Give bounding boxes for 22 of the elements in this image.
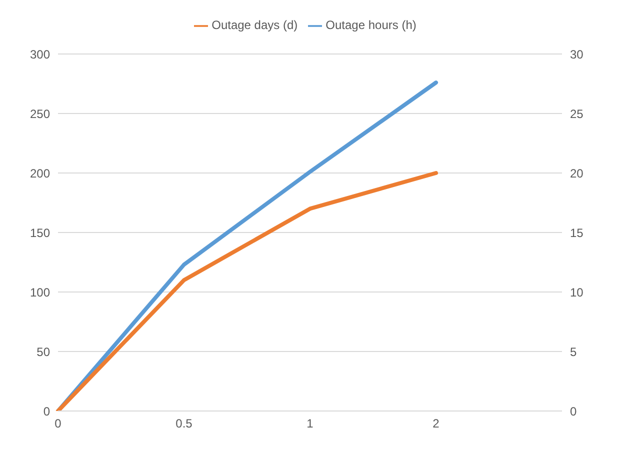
y2-tick-label: 15 — [570, 226, 584, 240]
x-tick-label: 1 — [306, 416, 314, 431]
y-tick-label: 50 — [36, 344, 50, 359]
y-tick-label: 0 — [43, 404, 50, 418]
line-series — [56, 171, 438, 411]
y2-tick-label: 30 — [570, 47, 584, 62]
y-tick-label: 250 — [30, 106, 50, 121]
y2-tick-label: 25 — [570, 106, 584, 121]
x-tick-label: 0.5 — [176, 416, 193, 431]
x-tick-label: 2 — [432, 416, 440, 431]
line-series — [56, 80, 438, 411]
y2-tick-label: 0 — [570, 404, 577, 418]
y2-tick-label: 10 — [570, 285, 584, 300]
y-tick-label: 150 — [30, 226, 50, 240]
y2-tick-label: 20 — [570, 166, 584, 180]
legend-label: Outage days (d) — [212, 18, 298, 32]
x-tick-label: 0 — [54, 416, 62, 431]
y2-tick-label: 5 — [570, 344, 577, 359]
legend-label: Outage hours (h) — [326, 18, 416, 32]
y-tick-label: 200 — [30, 166, 50, 180]
y-tick-label: 300 — [30, 47, 50, 62]
y-tick-label: 100 — [30, 285, 50, 300]
